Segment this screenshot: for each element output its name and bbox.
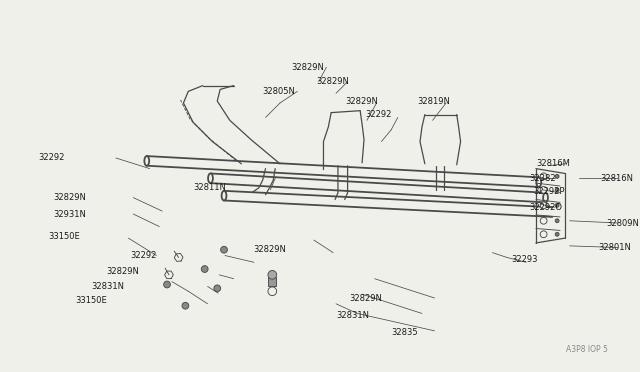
Ellipse shape <box>536 177 541 187</box>
Circle shape <box>221 246 227 253</box>
Text: 32292O: 32292O <box>529 203 562 212</box>
Circle shape <box>182 302 189 309</box>
Text: 32829N: 32829N <box>349 294 383 302</box>
Text: 32819N: 32819N <box>417 96 450 106</box>
Circle shape <box>556 219 559 223</box>
Text: 32816M: 32816M <box>536 159 570 168</box>
Ellipse shape <box>543 193 548 202</box>
Text: 32829N: 32829N <box>317 77 349 86</box>
Text: 32829N: 32829N <box>106 267 139 276</box>
Circle shape <box>268 270 276 279</box>
Ellipse shape <box>145 156 149 166</box>
Circle shape <box>540 173 547 180</box>
Text: 32829N: 32829N <box>253 245 286 254</box>
Text: 32292: 32292 <box>365 110 392 119</box>
Text: 32292P: 32292P <box>533 187 564 196</box>
Bar <box>268 277 276 286</box>
Circle shape <box>556 203 559 207</box>
Text: 32292: 32292 <box>38 154 65 163</box>
Text: 32293: 32293 <box>512 255 538 264</box>
Text: 32382: 32382 <box>529 174 556 183</box>
Text: 32831N: 32831N <box>92 282 125 291</box>
Text: 32805N: 32805N <box>262 87 296 96</box>
Text: 32811N: 32811N <box>193 183 226 192</box>
Text: 32829N: 32829N <box>346 96 378 106</box>
Text: A3P8 lOP 5: A3P8 lOP 5 <box>566 345 608 354</box>
Text: 32801N: 32801N <box>598 243 632 252</box>
Circle shape <box>540 186 547 193</box>
Text: 32835: 32835 <box>391 328 418 337</box>
Circle shape <box>214 285 221 292</box>
Text: 32829N: 32829N <box>53 193 86 202</box>
Circle shape <box>164 281 170 288</box>
Circle shape <box>540 217 547 224</box>
Text: 32831N: 32831N <box>336 311 369 320</box>
Text: 33150E: 33150E <box>76 296 107 305</box>
Circle shape <box>540 231 547 238</box>
Text: 32809N: 32809N <box>606 219 639 228</box>
Circle shape <box>202 266 208 272</box>
Ellipse shape <box>208 173 213 183</box>
Text: 33150E: 33150E <box>48 232 80 241</box>
Text: 32292: 32292 <box>131 251 157 260</box>
Text: 32931N: 32931N <box>53 209 86 218</box>
Circle shape <box>268 287 276 296</box>
Circle shape <box>556 174 559 178</box>
Text: 32816N: 32816N <box>600 174 634 183</box>
Circle shape <box>556 188 559 192</box>
Circle shape <box>556 232 559 236</box>
Ellipse shape <box>221 191 227 201</box>
Text: 32829N: 32829N <box>292 63 324 72</box>
Circle shape <box>540 202 547 209</box>
